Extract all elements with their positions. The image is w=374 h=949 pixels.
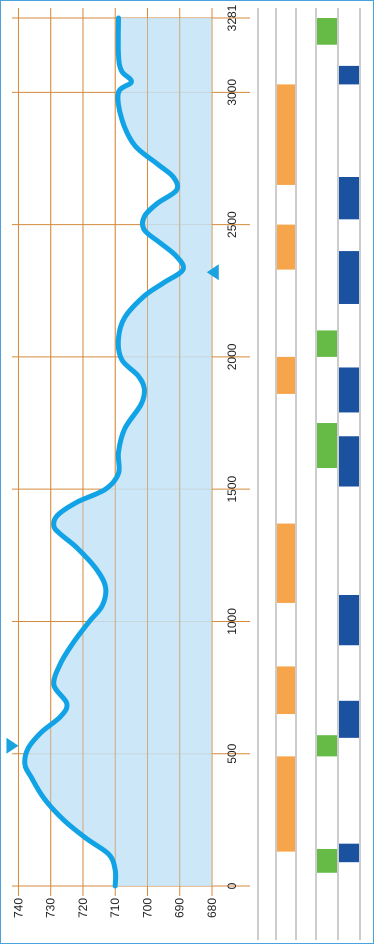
position-tick-label-1: 500 [225, 743, 239, 763]
position-tick-label-0: 0 [225, 882, 239, 889]
position-tick-label-2: 1000 [225, 608, 239, 635]
marker-triangle-1 [206, 264, 219, 281]
track-1-segment-2 [317, 423, 337, 469]
track-0-segment-4 [277, 224, 295, 270]
track-0-segment-3 [277, 356, 295, 394]
position-tick-label-4: 2000 [225, 343, 239, 370]
position-tick-label-3: 1500 [225, 475, 239, 502]
track-1-segment-1 [317, 735, 337, 757]
track-1-segment-0 [317, 848, 337, 873]
track-1-segment-4 [317, 18, 337, 45]
series-line [22, 15, 186, 889]
track-2-segment-2 [339, 594, 359, 646]
series-area [24, 18, 213, 886]
track-2-segment-6 [339, 176, 359, 220]
position-tick-label-7: 3281 [225, 4, 239, 31]
marker-triangle-0 [6, 737, 19, 754]
value-tick-label-5: 690 [173, 898, 187, 918]
value-tick-label-4: 700 [140, 898, 154, 918]
value-tick-label-3: 710 [108, 898, 122, 918]
track-0-segment-1 [277, 666, 295, 715]
value-tick-label-6: 680 [205, 898, 219, 918]
value-tick-label-1: 730 [44, 898, 58, 918]
track-2-segment-5 [339, 251, 359, 304]
track-1-segment-3 [317, 330, 337, 357]
track-2-segment-4 [339, 367, 359, 413]
track-2-segment-3 [339, 436, 359, 487]
track-2-segment-0 [339, 843, 359, 863]
track-0-segment-5 [277, 84, 295, 185]
track-2-segment-7 [339, 65, 359, 85]
value-tick-label-0: 740 [11, 898, 25, 918]
position-tick-label-5: 2500 [225, 211, 239, 238]
track-0-segment-0 [277, 756, 295, 852]
track-2-segment-1 [339, 700, 359, 738]
track-0-segment-2 [277, 523, 295, 603]
position-tick-label-6: 3000 [225, 79, 239, 106]
value-tick-label-2: 720 [76, 898, 90, 918]
